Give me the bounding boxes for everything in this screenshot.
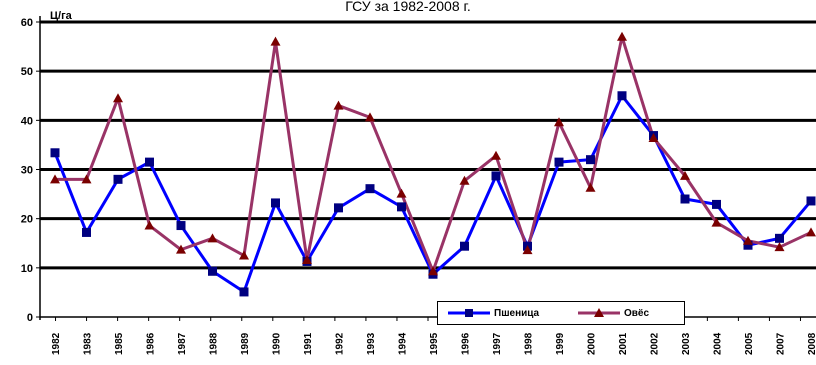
y-tick-label: 10 bbox=[21, 263, 33, 275]
data-point-oats bbox=[144, 220, 155, 230]
data-point-oats bbox=[522, 245, 533, 255]
data-point-oats bbox=[554, 117, 564, 127]
y-tick-label: 20 bbox=[21, 214, 33, 226]
x-tick-label: 1993 bbox=[366, 332, 377, 355]
x-tick-label: 1996 bbox=[461, 332, 472, 355]
legend-item-oats: Овёс bbox=[578, 302, 649, 324]
data-point-oats bbox=[365, 112, 375, 122]
x-tick-label: 1988 bbox=[209, 332, 220, 355]
legend-swatch-wheat bbox=[448, 309, 490, 317]
data-point-wheat bbox=[806, 196, 816, 206]
data-point-wheat bbox=[491, 171, 501, 181]
x-tick-label: 2001 bbox=[618, 332, 629, 355]
x-tick-label: 2002 bbox=[650, 332, 661, 355]
data-point-oats bbox=[207, 233, 218, 243]
y-tick-label: 60 bbox=[21, 17, 33, 29]
data-point-oats bbox=[428, 266, 438, 276]
legend-swatch-oats bbox=[578, 308, 620, 317]
x-tick-label: 2003 bbox=[681, 332, 692, 355]
data-point-oats bbox=[302, 254, 312, 264]
data-point-oats bbox=[333, 100, 344, 110]
y-tick-label: 50 bbox=[21, 66, 33, 78]
data-point-oats bbox=[648, 133, 659, 143]
data-point-oats bbox=[239, 250, 249, 260]
y-tick-label: 30 bbox=[21, 165, 33, 177]
data-point-wheat bbox=[586, 155, 595, 165]
x-tick-label: 1998 bbox=[524, 332, 535, 355]
data-point-wheat bbox=[113, 174, 123, 184]
x-tick-label: 1991 bbox=[303, 332, 314, 355]
data-point-oats bbox=[680, 170, 690, 180]
data-point-oats bbox=[270, 36, 281, 46]
data-point-wheat bbox=[617, 91, 627, 101]
x-tick-label: 1995 bbox=[429, 332, 440, 355]
data-point-oats bbox=[806, 227, 816, 237]
data-point-wheat bbox=[145, 157, 154, 167]
legend-label-wheat: Пшеница bbox=[494, 307, 540, 319]
y-tick-label: 40 bbox=[21, 115, 33, 127]
data-point-oats bbox=[743, 235, 753, 245]
x-tick-label: 1990 bbox=[272, 332, 283, 355]
x-tick-label: 1989 bbox=[240, 332, 251, 355]
data-point-wheat bbox=[271, 198, 280, 208]
x-tick-label: 1985 bbox=[114, 332, 125, 355]
legend-item-wheat: Пшеница bbox=[448, 302, 539, 324]
x-tick-label: 2000 bbox=[587, 332, 598, 355]
x-tick-label: 1999 bbox=[555, 332, 566, 355]
data-point-oats bbox=[774, 242, 785, 252]
x-tick-label: 1992 bbox=[335, 332, 346, 355]
data-point-wheat bbox=[554, 157, 564, 167]
data-point-wheat bbox=[775, 233, 784, 243]
data-point-wheat bbox=[397, 202, 406, 212]
data-point-wheat bbox=[176, 221, 186, 231]
legend-label-oats: Овёс bbox=[624, 307, 650, 319]
data-point-oats bbox=[396, 188, 407, 198]
data-point-wheat bbox=[743, 240, 753, 250]
data-point-wheat bbox=[82, 227, 91, 237]
data-point-wheat bbox=[680, 194, 690, 204]
data-point-wheat bbox=[365, 184, 375, 194]
x-tick-label: 1987 bbox=[177, 332, 188, 355]
data-point-oats bbox=[459, 175, 470, 185]
x-tick-label: 2007 bbox=[776, 332, 787, 355]
data-point-wheat bbox=[50, 148, 60, 158]
x-tick-label: 1986 bbox=[146, 332, 157, 355]
y-axis-unit-label: Ц/га bbox=[50, 10, 72, 22]
data-point-wheat bbox=[460, 241, 469, 251]
data-point-wheat bbox=[712, 199, 721, 209]
data-point-oats bbox=[711, 217, 722, 227]
y-tick-label: 0 bbox=[27, 312, 33, 324]
x-tick-label: 1982 bbox=[51, 332, 62, 355]
x-tick-label: 1983 bbox=[83, 332, 94, 355]
legend: Пшеница Овёс bbox=[437, 301, 685, 325]
x-tick-label: 2008 bbox=[807, 332, 816, 355]
data-point-oats bbox=[113, 93, 123, 103]
x-tick-label: 2004 bbox=[713, 332, 724, 355]
data-point-oats bbox=[491, 150, 501, 160]
data-point-oats bbox=[81, 174, 92, 184]
x-tick-label: 1997 bbox=[492, 332, 503, 355]
data-point-oats bbox=[585, 182, 596, 192]
x-tick-label: 1994 bbox=[398, 332, 409, 355]
data-point-wheat bbox=[208, 266, 217, 276]
data-point-wheat bbox=[239, 287, 249, 297]
data-point-oats bbox=[50, 174, 60, 184]
data-point-oats bbox=[617, 31, 627, 41]
data-point-oats bbox=[176, 244, 186, 254]
chart-title: ГСУ за 1982-2008 г. bbox=[345, 0, 471, 14]
x-tick-label: 2005 bbox=[744, 332, 755, 355]
data-point-wheat bbox=[334, 203, 343, 213]
